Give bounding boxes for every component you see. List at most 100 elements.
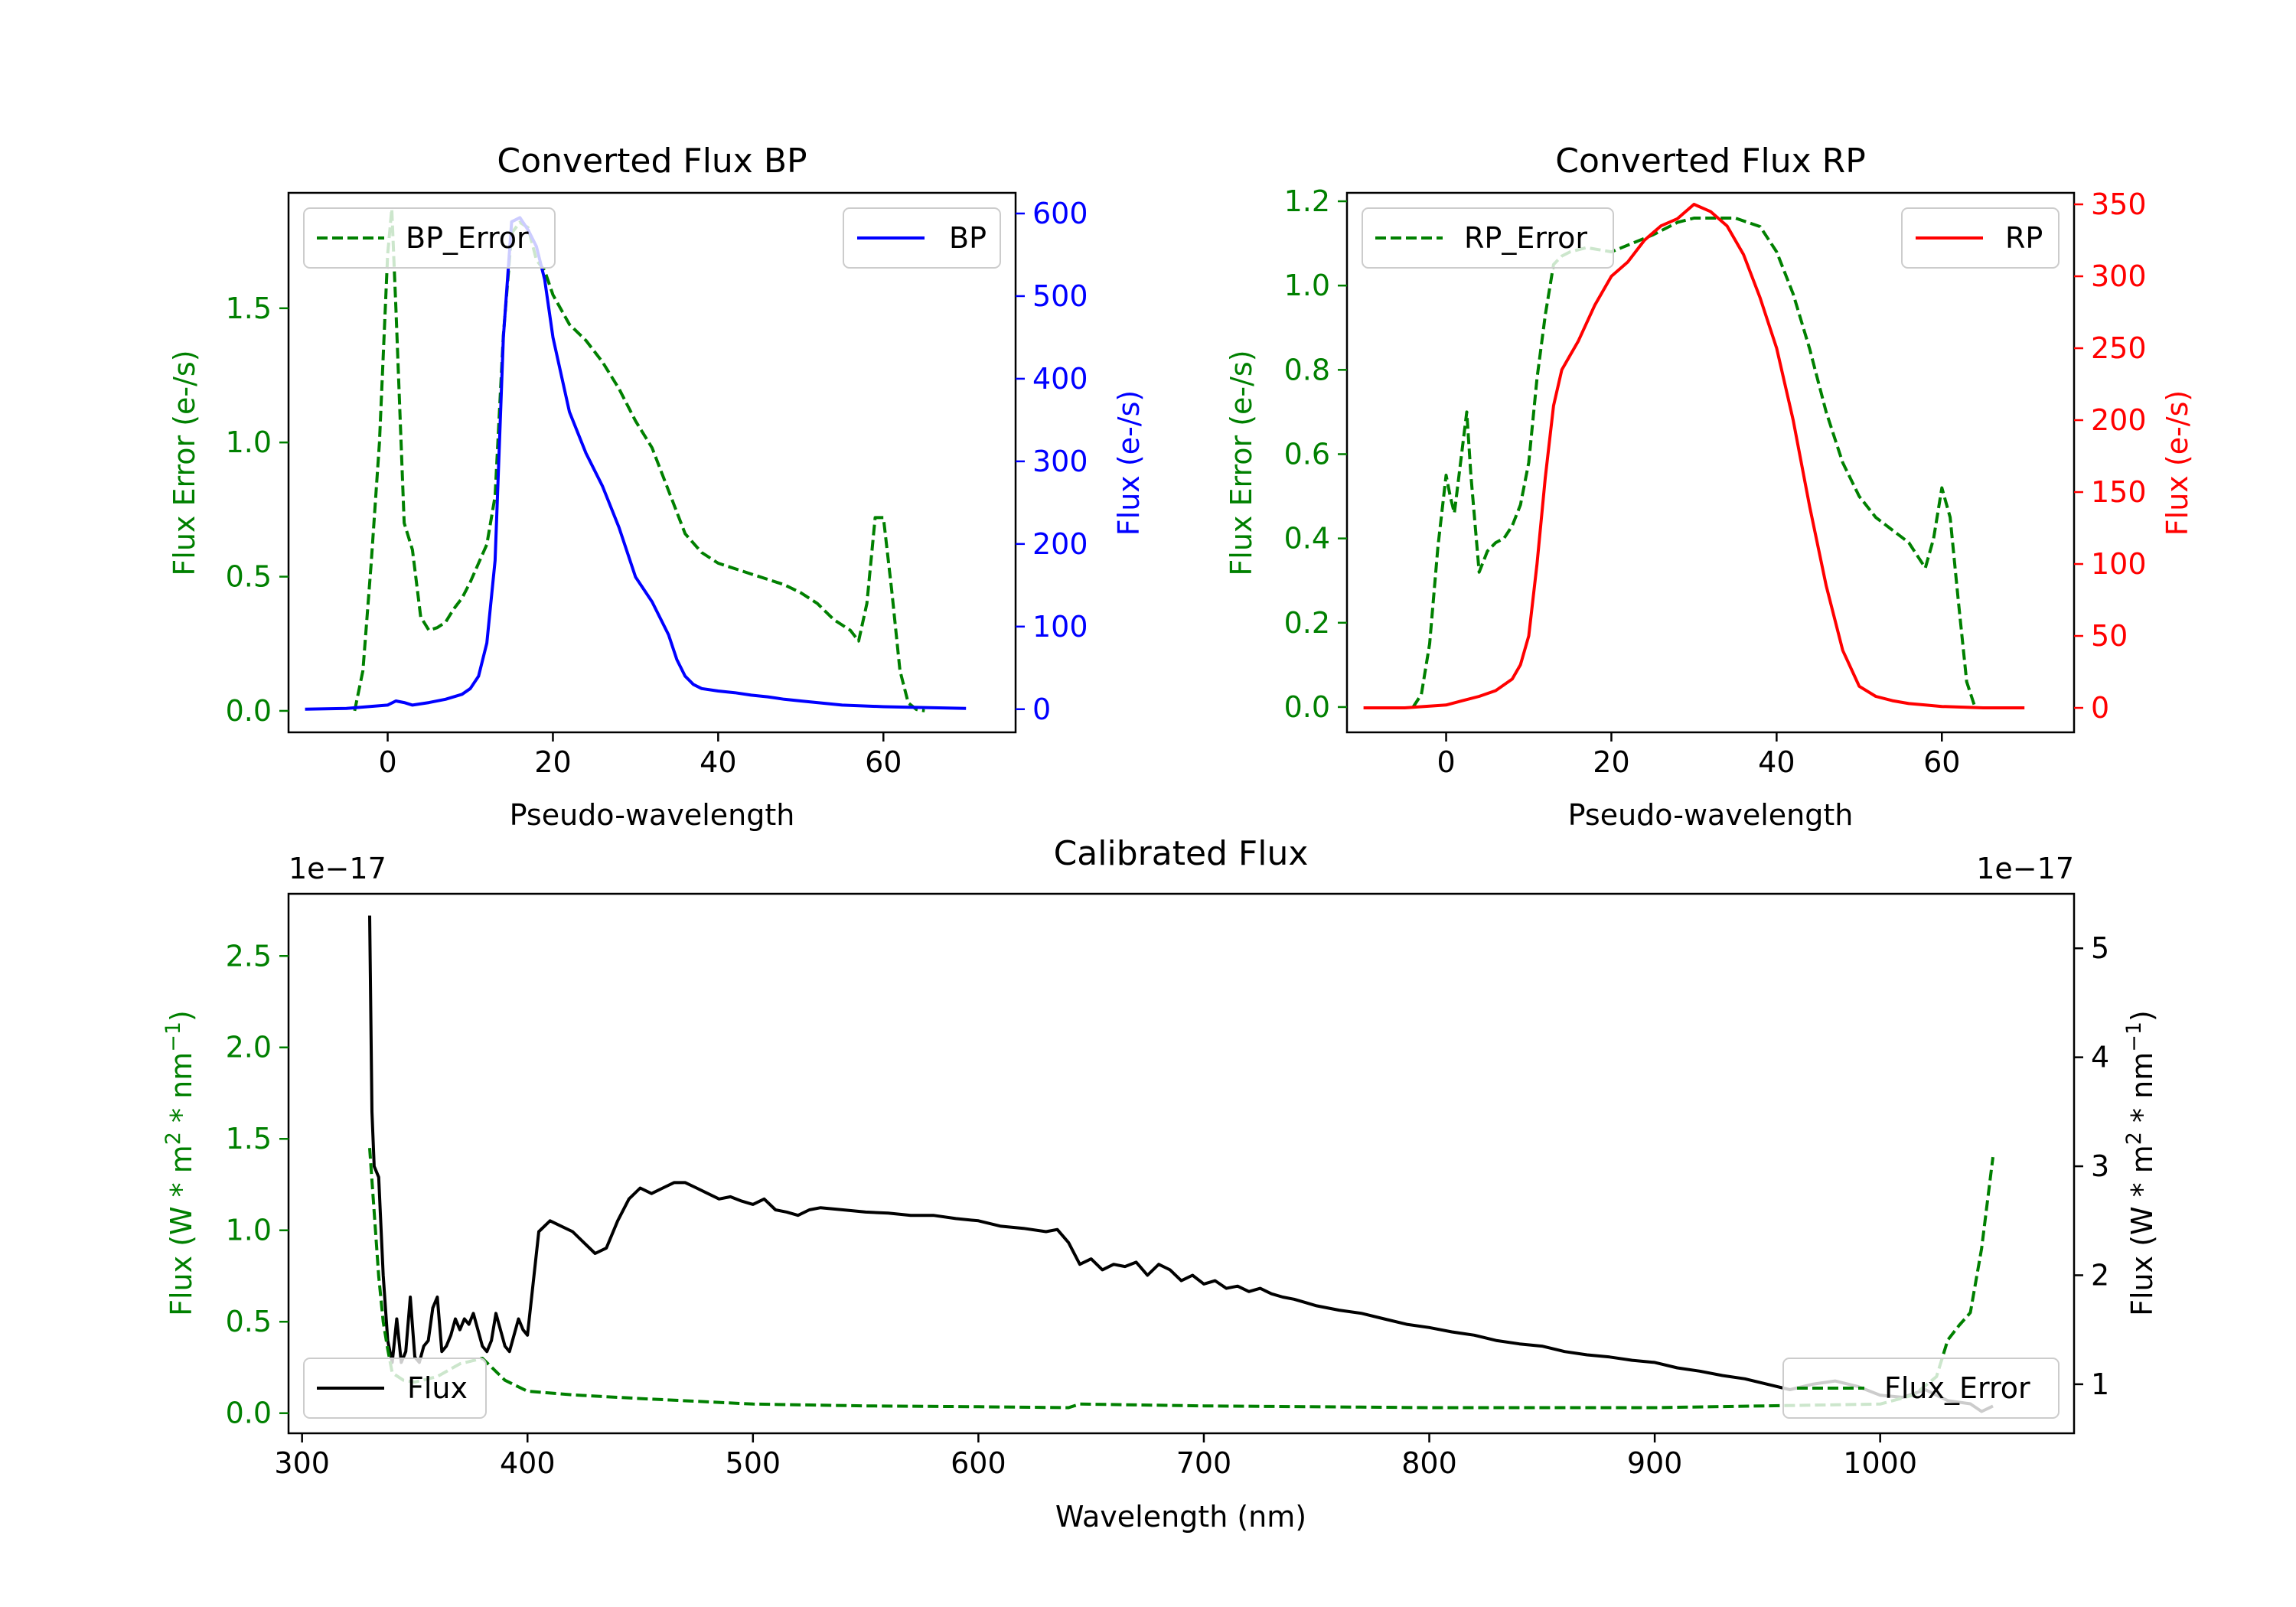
right-tick-label: 500 <box>1032 279 1088 313</box>
x-tick-label: 0 <box>378 745 396 779</box>
series-bp-error-line <box>353 207 925 712</box>
x-tick-label: 20 <box>534 745 571 779</box>
right-tick-label: 1 <box>2091 1367 2109 1401</box>
legend-flux-error: Flux_Error <box>1782 1358 2060 1419</box>
left-axis-label: Flux Error (e-/s) <box>1225 350 1258 575</box>
legend-box <box>1362 207 1614 269</box>
right-tick-label: 5 <box>2091 931 2109 965</box>
left-tick-label: 0.0 <box>1284 690 1330 724</box>
legend-label: RP_Error <box>1464 221 1587 255</box>
legend-label: BP_Error <box>406 221 529 255</box>
plot-frame <box>287 892 2076 1435</box>
x-tick-label: 60 <box>865 745 902 779</box>
plot-area <box>305 207 967 712</box>
left-tick-label: 0.2 <box>1284 606 1330 640</box>
right-axis-ticks: 0 100 200 300 400 500 600 <box>1016 197 1088 726</box>
legend-box <box>303 1358 487 1419</box>
left-tick-label: 0.5 <box>226 560 272 594</box>
legend-label: Flux_Error <box>1884 1371 2030 1405</box>
x-tick-label: 800 <box>1401 1446 1457 1480</box>
series-flux-line <box>368 915 1994 1413</box>
legend-label: BP <box>949 221 987 255</box>
x-tick-label: 40 <box>1758 745 1795 779</box>
left-axis-ticks: 0.0 0.5 1.0 1.5 <box>226 292 289 728</box>
legend-bp: BP <box>843 207 1001 269</box>
left-tick-label: 2.0 <box>226 1031 272 1064</box>
right-tick-label: 3 <box>2091 1149 2109 1183</box>
right-tick-label: 200 <box>2091 403 2147 437</box>
right-axis-label: Flux (W * m2 * nm−1) <box>2122 1010 2160 1316</box>
x-axis-ticks: 0 20 40 60 <box>378 732 902 779</box>
left-tick-label: 1.5 <box>226 292 272 325</box>
x-tick-label: 0 <box>1437 745 1455 779</box>
legend-label: Flux <box>407 1371 468 1405</box>
left-axis-ticks: 0.0 0.2 0.4 0.6 0.8 1.0 1.2 <box>1284 184 1347 724</box>
left-tick-label: 1.2 <box>1284 184 1330 218</box>
left-tick-label: 0.6 <box>1284 437 1330 471</box>
left-tick-label: 0.8 <box>1284 353 1330 386</box>
chart-converted-flux-bp: Converted Flux BP 0 20 40 60 0.0 0.5 1.0 1.5 0… <box>168 142 1146 832</box>
right-tick-label: 100 <box>1032 610 1088 644</box>
chart-title: Converted Flux BP <box>497 142 807 181</box>
right-axis-ticks: 0 50 100 150 200 250 300 350 <box>2074 187 2147 725</box>
x-tick-label: 60 <box>1923 745 1960 779</box>
left-tick-label: 2.5 <box>226 939 272 973</box>
chart-converted-flux-rp: Converted Flux RP 0 20 40 60 0.00.20.40.60.… <box>1225 142 2194 832</box>
x-tick-label: 1000 <box>1843 1446 1917 1480</box>
right-axis-offset-text: 1e−17 <box>1976 852 2074 885</box>
x-tick-label: 600 <box>951 1446 1006 1480</box>
plot-frame <box>287 191 1017 734</box>
legend-rp: RP <box>1901 207 2060 269</box>
left-axis-label: Flux Error (e-/s) <box>168 350 201 575</box>
right-tick-label: 50 <box>2091 619 2128 653</box>
series-bp-line <box>305 216 967 711</box>
x-tick-label: 300 <box>274 1446 330 1480</box>
legend-box <box>1782 1358 2060 1419</box>
chart-title: Calibrated Flux <box>1054 834 1309 873</box>
left-axis-offset-text: 1e−17 <box>289 852 386 885</box>
legend-rp-error: RP_Error <box>1362 207 1614 269</box>
right-axis-ticks: 1 2 3 4 5 <box>2074 931 2109 1401</box>
x-axis-ticks: 300 400 500 600 700 800 900 1000 <box>274 1433 1917 1480</box>
right-tick-label: 150 <box>2091 475 2147 509</box>
left-tick-label: 0.4 <box>1284 522 1330 556</box>
left-tick-label: 0.0 <box>226 694 272 728</box>
right-tick-label: 0 <box>2091 691 2109 725</box>
x-tick-label: 400 <box>500 1446 556 1480</box>
chart-calibrated-flux: Calibrated Flux 1e−17 1e−17 300 400 500 600… <box>161 834 2160 1534</box>
right-tick-label: 0 <box>1032 693 1051 726</box>
legend-bp-error: BP_Error <box>303 207 556 269</box>
chart-title: Converted Flux RP <box>1555 142 1866 181</box>
left-tick-label: 0.5 <box>226 1305 272 1338</box>
x-tick-label: 700 <box>1176 1446 1232 1480</box>
right-tick-label: 2 <box>2091 1258 2109 1292</box>
left-tick-label: 1.0 <box>1284 269 1330 302</box>
right-tick-label: 300 <box>2091 259 2147 293</box>
left-tick-label: 1.0 <box>226 1214 272 1247</box>
right-tick-label: 250 <box>2091 331 2147 365</box>
right-tick-label: 400 <box>1032 362 1088 396</box>
right-tick-label: 100 <box>2091 547 2147 581</box>
left-axis-ticks: 0.0 0.5 1.0 1.5 2.0 2.5 <box>226 939 289 1430</box>
right-axis-label: Flux (e-/s) <box>1112 390 1146 536</box>
x-axis-ticks: 0 20 40 60 <box>1437 732 1960 779</box>
left-axis-label: Flux (W * m2 * nm−1) <box>161 1010 199 1316</box>
right-tick-label: 600 <box>1032 197 1088 230</box>
plot-frame <box>1345 191 2076 734</box>
left-tick-label: 1.5 <box>226 1122 272 1156</box>
right-tick-label: 200 <box>1032 527 1088 561</box>
legend-box <box>303 207 556 269</box>
right-tick-label: 350 <box>2091 187 2147 221</box>
right-tick-label: 4 <box>2091 1041 2109 1074</box>
x-tick-label: 20 <box>1593 745 1629 779</box>
legend-flux: Flux <box>303 1358 487 1419</box>
legend-label: RP <box>2005 221 2043 255</box>
right-tick-label: 300 <box>1032 445 1088 478</box>
left-tick-label: 0.0 <box>226 1397 272 1430</box>
x-axis-label: Pseudo-wavelength <box>510 798 795 832</box>
x-axis-label: Wavelength (nm) <box>1055 1500 1306 1534</box>
series-rp-line <box>1363 203 2025 709</box>
x-axis-label: Pseudo-wavelength <box>1568 798 1854 832</box>
x-tick-label: 500 <box>726 1446 781 1480</box>
